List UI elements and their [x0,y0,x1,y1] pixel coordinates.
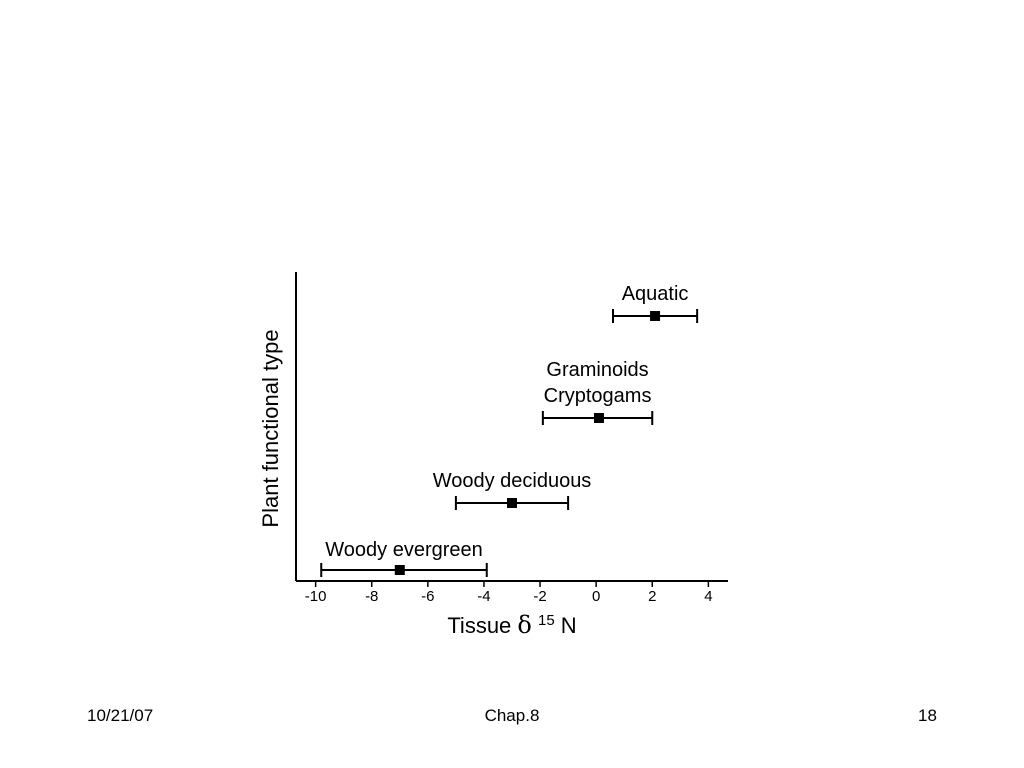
mean-marker [507,498,517,508]
x-tick-label: -4 [477,588,490,605]
x-axis-title-suffix: N [561,613,577,638]
footer-date: 10/21/07 [87,706,154,725]
series-label: Graminoids [546,359,648,381]
x-tick-label: -6 [421,588,434,605]
x-axis-title-superscript: 15 [538,612,555,629]
series-aquatic: Aquatic [611,283,699,323]
series-woody-deciduous: Woody deciduous [433,470,592,510]
x-tick-label: -2 [533,588,546,605]
x-ticks: -10 -8 -6 -4 -2 0 2 4 [305,581,713,605]
series-graminoids: Graminoids Cryptogams [541,359,654,425]
series-label-line2: Cryptogams [544,385,652,407]
data-series: Woody evergreen Woody deciduous Graminoids… [320,283,699,577]
y-axis-title: Plant functional type [258,329,283,527]
footer-chapter: Chap.8 [484,706,540,725]
x-tick-label: -10 [305,588,327,605]
mean-marker [394,565,405,575]
series-label: Woody evergreen [325,539,483,561]
series-woody-evergreen: Woody evergreen [320,539,488,577]
x-axis-title-delta: δ [517,611,531,639]
mean-marker [593,413,604,423]
footer-page-number: 18 [918,706,937,725]
series-label: Aquatic [622,283,689,305]
mean-marker [650,311,661,321]
x-axis-title: Tissue δ 15 N [447,611,576,639]
x-tick-label: -8 [365,588,378,605]
x-tick-label: 0 [592,588,600,605]
x-axis-title-main: Tissue [447,613,517,638]
series-label: Woody deciduous [433,470,592,492]
x-tick-label: 4 [704,588,712,605]
x-tick-label: 2 [648,588,656,605]
